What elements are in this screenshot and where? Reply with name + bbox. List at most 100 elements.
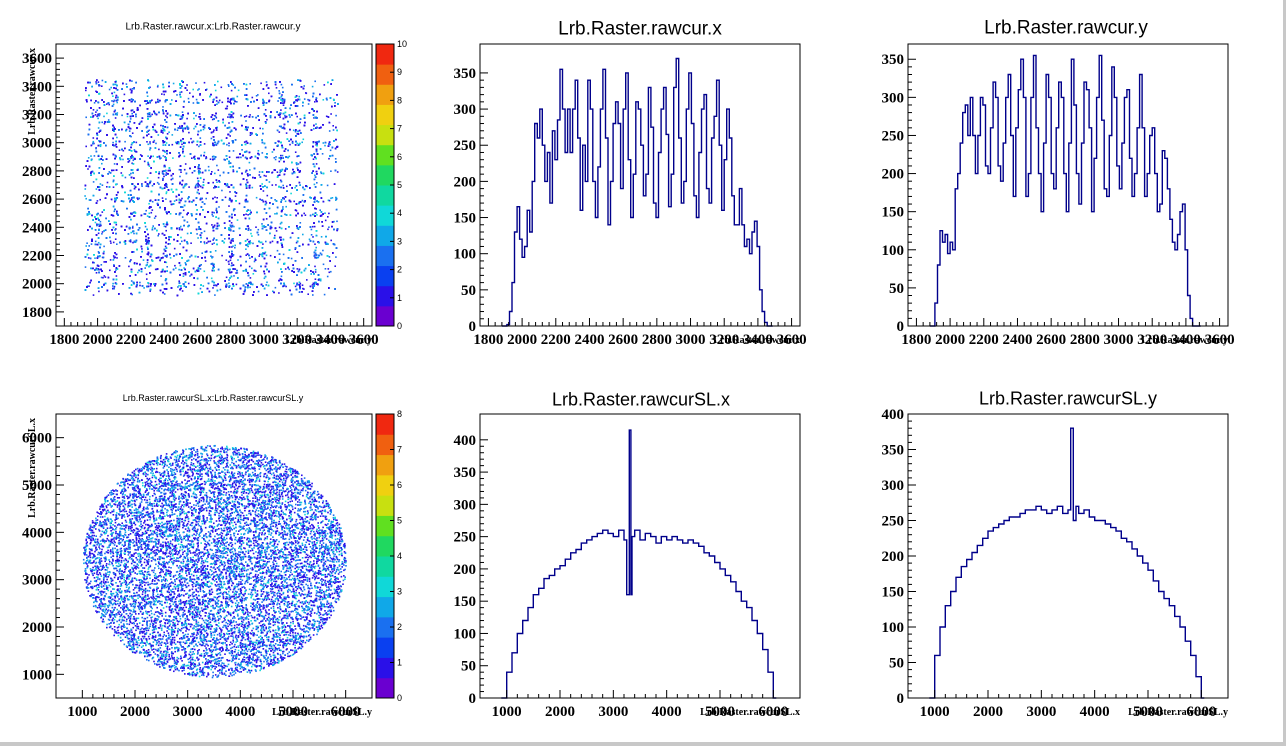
heatmap-cell [196, 233, 198, 235]
heatmap-cell [163, 175, 165, 178]
heatmap-cell [311, 284, 314, 286]
heatmap-cell [109, 269, 111, 272]
heatmap-cell [214, 143, 217, 146]
heatmap-cell [162, 144, 164, 146]
heatmap-cell [146, 261, 149, 264]
heatmap-cell [179, 175, 181, 178]
heatmap-cell [249, 83, 251, 85]
heatmap-cell [312, 286, 314, 288]
heatmap-cell [193, 127, 195, 130]
heatmap-cell [90, 243, 93, 245]
heatmap-cell [179, 169, 182, 171]
heatmap-cell [92, 116, 94, 118]
heatmap-cell [181, 116, 184, 119]
heatmap-cell [101, 233, 103, 235]
heatmap-cell [145, 209, 147, 212]
heatmap-cell [260, 82, 262, 85]
heatmap-cell [143, 287, 145, 289]
heatmap-cell [245, 115, 248, 117]
heatmap-cell [130, 259, 132, 261]
heatmap-cell [249, 114, 251, 116]
heatmap-cell [90, 159, 93, 162]
heatmap-cell [240, 156, 242, 159]
heatmap-cell [299, 121, 301, 124]
heatmap-cell [307, 103, 310, 105]
heatmap-cell [226, 143, 228, 146]
heatmap-cell [324, 212, 326, 214]
heatmap-cell [178, 284, 180, 287]
heatmap-cell [93, 155, 96, 157]
heatmap-cell [302, 138, 305, 141]
heatmap-cell [111, 100, 113, 102]
heatmap-cell [146, 125, 149, 128]
heatmap-cell [157, 100, 159, 102]
heatmap-cell [273, 157, 276, 159]
heatmap-cell [245, 248, 247, 250]
heatmap-cell [311, 85, 314, 88]
heatmap-cell [249, 229, 252, 231]
heatmap-cell [265, 200, 267, 203]
heatmap-cell [197, 186, 199, 188]
heatmap-cell [115, 99, 118, 102]
heatmap-cell [313, 225, 316, 228]
heatmap-cell [262, 190, 265, 192]
heatmap-cell [101, 79, 104, 82]
heatmap-cell [219, 174, 221, 177]
heatmap-cell [149, 142, 151, 145]
heatmap-cell [101, 231, 104, 233]
heatmap-cell [258, 174, 261, 176]
heatmap-cell [228, 270, 230, 272]
heatmap-cell [163, 93, 165, 96]
heatmap-cell [148, 212, 151, 215]
heatmap-cell [103, 250, 105, 253]
heatmap-cell [92, 140, 95, 143]
heatmap-cell [98, 131, 100, 133]
heatmap-cell [131, 293, 133, 296]
heatmap-cell [165, 115, 167, 117]
heatmap-cell [146, 215, 149, 217]
heatmap-cell [178, 168, 181, 171]
heatmap-cell [245, 120, 247, 122]
heatmap-cell [203, 143, 206, 145]
heatmap-cell [169, 257, 172, 259]
heatmap-cell [146, 177, 149, 179]
heatmap-cell [87, 157, 90, 159]
heatmap-cell [330, 239, 332, 242]
heatmap-cell [255, 196, 258, 199]
heatmap-cell [175, 199, 178, 201]
heatmap-cell [130, 172, 132, 175]
heatmap-cell [187, 282, 190, 285]
heatmap-cell [328, 157, 330, 160]
heatmap-cell [249, 286, 251, 289]
heatmap-cell [85, 145, 87, 148]
heatmap-cell [334, 265, 336, 267]
heatmap-cell [277, 174, 279, 177]
heatmap-cell [190, 242, 192, 244]
heatmap-cell [113, 91, 116, 94]
heatmap-cell [90, 155, 92, 157]
heatmap-cell [135, 141, 138, 144]
heatmap-cell [205, 157, 208, 159]
heatmap-cell [303, 98, 306, 100]
heatmap-cell [103, 122, 106, 125]
heatmap-cell [166, 266, 168, 268]
heatmap-cell [197, 89, 199, 91]
heatmap-cell [271, 171, 274, 174]
heatmap-cell [147, 143, 149, 146]
heatmap-cell [228, 156, 231, 158]
heatmap-cell [215, 207, 218, 210]
heatmap-cell [310, 273, 312, 275]
heatmap-cell [307, 293, 309, 295]
heatmap-cell [144, 225, 147, 228]
heatmap-cell [165, 185, 168, 188]
heatmap-cell [219, 288, 222, 291]
heatmap-cell [221, 101, 224, 104]
heatmap-cell [301, 199, 304, 202]
heatmap-cell [315, 163, 318, 165]
heatmap-cell [212, 181, 214, 184]
heatmap-cell [314, 271, 317, 273]
heatmap-cell [170, 178, 173, 181]
heatmap-cell [162, 106, 164, 108]
heatmap-cell [293, 282, 295, 285]
heatmap-cell [259, 198, 261, 201]
